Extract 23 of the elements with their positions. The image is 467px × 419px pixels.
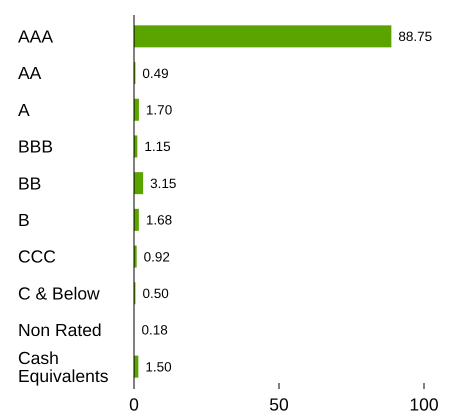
y-tick-label: A	[18, 100, 30, 120]
data-label: 0.49	[142, 66, 169, 81]
y-tick-label: BB	[18, 173, 42, 194]
data-label: 1.15	[144, 139, 171, 154]
data-label: 1.70	[146, 102, 172, 118]
x-tick-label: 0	[129, 394, 140, 414]
y-tick-label: Non Rated	[18, 320, 102, 340]
data-label: 0.92	[144, 249, 170, 264]
y-tick-label: Cash Equivalents	[18, 348, 109, 386]
x-tick-label: 100	[409, 394, 439, 414]
y-tick-label: B	[18, 210, 30, 230]
data-label: 1.50	[145, 359, 172, 374]
y-tick-label: C & Below	[18, 283, 100, 304]
data-label: 0.50	[142, 286, 169, 301]
y-tick-label: AA	[18, 63, 42, 84]
data-label: 1.68	[146, 212, 172, 228]
data-label: 0.18	[142, 322, 168, 338]
data-label: 3.15	[150, 176, 176, 191]
x-tick-label: 50	[269, 394, 289, 414]
y-tick-label: CCC	[18, 246, 56, 267]
y-tick-label: BBB	[18, 136, 54, 157]
y-tick-label: AAA	[18, 26, 54, 46]
data-label: 88.75	[398, 29, 432, 44]
